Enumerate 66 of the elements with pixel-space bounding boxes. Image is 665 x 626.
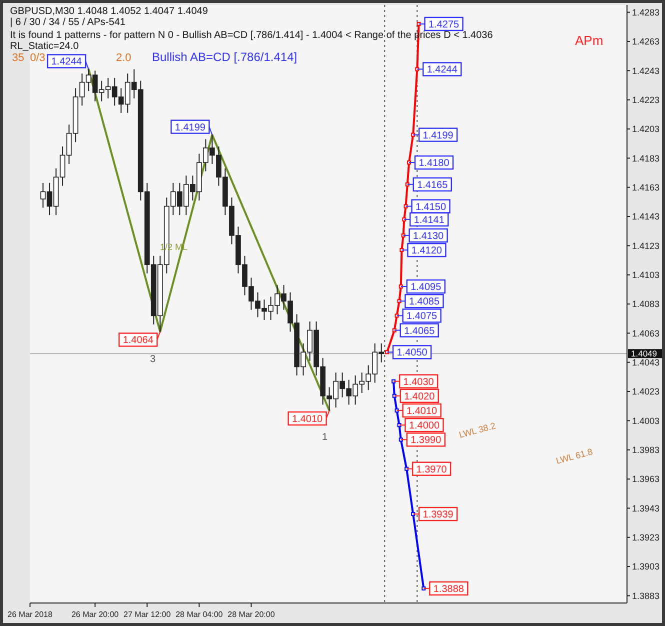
annotation: 1.4020 — [404, 391, 436, 402]
y-tick-label: 1.4103 — [632, 270, 660, 280]
annotation: 3 — [150, 354, 156, 365]
annotation: 1.4141 — [414, 214, 445, 226]
y-tick-label: 1.4223 — [632, 94, 660, 105]
x-tick-label: 28 Mar 20:00 — [228, 610, 276, 619]
line-series — [88, 68, 330, 412]
y-tick-label: 1.4003 — [632, 416, 660, 426]
annotation: 1.4199 — [422, 130, 454, 142]
annotation: 0/3 — [30, 52, 46, 64]
annotation: 1.4085 — [408, 296, 440, 308]
y-tick-label: 1.3883 — [632, 590, 660, 601]
y-tick-label: 1.3903 — [632, 562, 660, 572]
y-tick-label: 1.4043 — [632, 357, 660, 368]
y-tick-label: 1.3923 — [632, 532, 660, 543]
annotation: 1.4000 — [408, 420, 440, 432]
annotation: 1.3970 — [416, 464, 448, 476]
annotation: 1.3939 — [422, 510, 454, 521]
y-tick-label: 1.4283 — [632, 7, 660, 18]
annotation: LWL 38.2 — [458, 420, 497, 440]
y-tick-label: 1.4163 — [632, 182, 660, 192]
x-tick-label: 28 Mar 04:00 — [176, 610, 224, 619]
annotation: 1.4165 — [417, 180, 448, 191]
x-tick-label: 27 Mar 12:00 — [124, 610, 172, 619]
x-tick-label: 26 Mar 2018 — [8, 610, 54, 619]
y-tick-label: 1.4203 — [632, 124, 660, 134]
annotation: 2.0 — [116, 52, 132, 64]
annotation: 1 — [322, 432, 328, 443]
annotation: 1.3990 — [410, 435, 442, 446]
annotation: LWL 61.8 — [554, 446, 594, 466]
text: 35 — [12, 52, 24, 64]
annotation: 1.3888 — [433, 584, 464, 595]
x-tick-label: 26 Mar 20:00 — [72, 610, 120, 619]
annotation: 1.4064 — [122, 335, 154, 346]
chart-title: GBPUSD,M30 1.4048 1.4052 1.4047 1.4049 — [10, 6, 208, 17]
annotation: 1.4275 — [428, 19, 460, 30]
annotation: 1.4010 — [406, 406, 438, 417]
y-tick-label: 1.3983 — [632, 445, 660, 456]
annotation: 1.4065 — [404, 326, 436, 337]
annotation: 1.4030 — [403, 376, 434, 388]
annotation: 1.4075 — [406, 311, 438, 322]
y-tick-label: 1.4123 — [632, 240, 660, 251]
y-tick-label: 1.4183 — [632, 153, 660, 164]
y-tick-label: 1.4083 — [632, 299, 660, 310]
y-tick-label: 1.4063 — [632, 328, 660, 338]
text: | 6 / 30 / 34 / 55 / APs-541 — [10, 17, 126, 28]
annotation: 1.4050 — [396, 348, 428, 359]
annotation: 1.4199 — [174, 122, 206, 134]
annotation: 1.4150 — [415, 202, 446, 213]
ref-line-label: 1.4049 — [631, 348, 658, 359]
annotation: 1.4130 — [413, 230, 444, 242]
y-tick-label: 1.3943 — [632, 503, 660, 514]
annotation: 1.4244 — [51, 56, 82, 68]
annotation: 1.4180 — [418, 158, 450, 170]
annotation: 1.4095 — [410, 282, 442, 293]
annotation: RL_Static=24.0 — [10, 41, 80, 52]
y-tick-label: 1.4243 — [632, 66, 660, 76]
y-tick-label: 1.4023 — [632, 386, 660, 397]
annotation: Bullish AB=CD [.786/1.414] — [152, 50, 298, 64]
annotation: 1.4010 — [292, 414, 324, 425]
annotation: 1.4244 — [426, 64, 458, 76]
annotation: 1.4120 — [411, 246, 442, 257]
y-tick-label: 1.3963 — [632, 474, 660, 484]
annotation: APm — [575, 33, 604, 48]
y-tick-label: 1.4143 — [632, 212, 660, 222]
y-tick-label: 1.4263 — [632, 36, 660, 47]
